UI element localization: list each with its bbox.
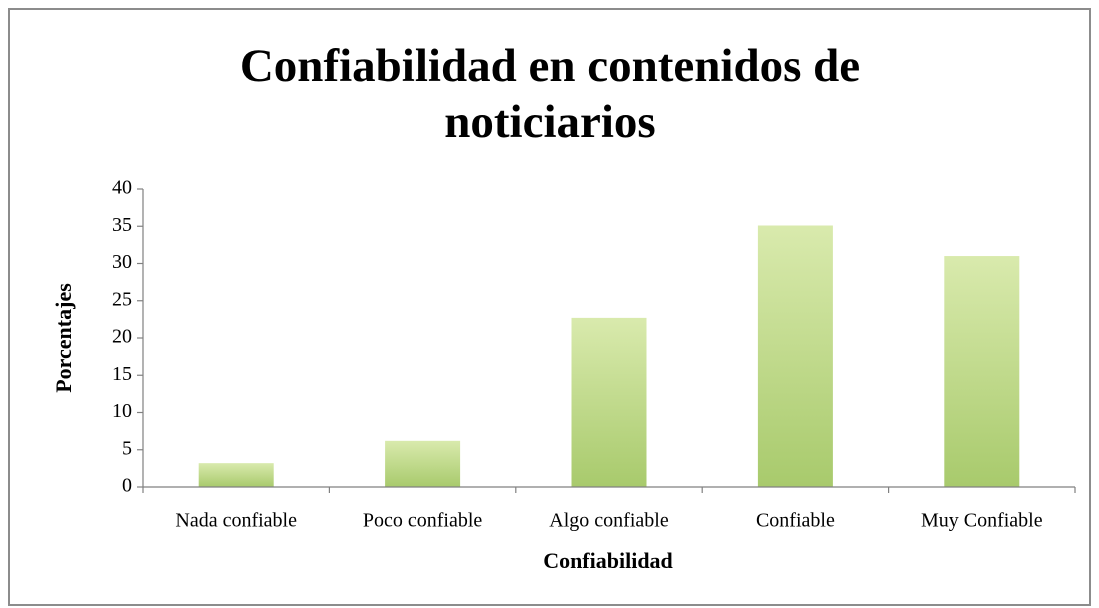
chart-frame	[8, 8, 1091, 606]
y-tick-label: 30	[112, 251, 132, 273]
x-tick-label: Algo confiable	[549, 510, 669, 532]
bar	[757, 225, 833, 487]
y-tick-label: 0	[122, 475, 132, 497]
x-tick-label: Confiable	[756, 510, 835, 532]
x-axis-label: Confiabilidad	[543, 548, 673, 573]
y-tick-label: 15	[112, 363, 132, 385]
y-tick-label: 40	[112, 177, 132, 199]
bar	[385, 440, 461, 487]
y-tick-label: 25	[112, 288, 132, 310]
y-tick-label: 35	[112, 214, 132, 236]
bar	[944, 256, 1020, 487]
y-tick-label: 20	[112, 326, 132, 348]
x-tick-label: Nada confiable	[175, 510, 297, 532]
x-tick-label: Poco confiable	[363, 510, 483, 532]
y-tick-label: 10	[112, 400, 132, 422]
bar	[198, 463, 274, 487]
x-tick-label: Muy Confiable	[921, 510, 1043, 532]
chart-title: Confiabilidad en contenidos de noticiari…	[239, 40, 861, 148]
bar	[571, 317, 647, 487]
y-tick-label: 5	[122, 437, 132, 459]
y-axis-label: Porcentajes	[51, 283, 76, 393]
